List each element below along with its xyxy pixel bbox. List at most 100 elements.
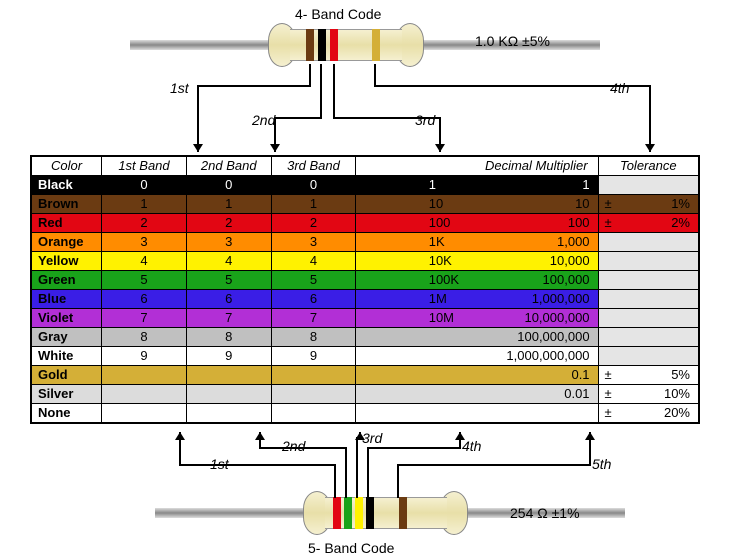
cell-tol: [598, 309, 699, 328]
cell-b1: 9: [102, 347, 187, 366]
lbl-top-1st: 1st: [170, 80, 189, 96]
cell-tol: [598, 176, 699, 195]
cell-colorname: Silver: [31, 385, 102, 404]
cell-b1: [102, 366, 187, 385]
cell-colorname: Blue: [31, 290, 102, 309]
table-row: Green555100K100,000: [31, 271, 699, 290]
table-row: Red222100100 ±2%: [31, 214, 699, 233]
cell-b3: 8: [271, 328, 356, 347]
resistor-band: [333, 497, 341, 529]
resistor-4band-value: 1.0 KΩ ±5%: [475, 33, 550, 49]
resistor-band: [318, 29, 326, 61]
hdr-tol: Tolerance: [598, 156, 699, 176]
hdr-mult: Decimal Multiplier: [356, 156, 598, 176]
cell-b3: 7: [271, 309, 356, 328]
color-code-table: Color 1st Band 2nd Band 3rd Band Decimal…: [30, 155, 700, 424]
cell-b2: 2: [186, 214, 271, 233]
resistor-band: [330, 29, 338, 61]
table-row: Blue6661M1,000,000: [31, 290, 699, 309]
cell-tol: ±2%: [598, 214, 699, 233]
cell-b2: 7: [186, 309, 271, 328]
cell-colorname: Violet: [31, 309, 102, 328]
table-row: Gold0.1 ±5%: [31, 366, 699, 385]
cell-mult: 100K100,000: [356, 271, 598, 290]
cell-b3: [271, 404, 356, 424]
cell-tol: ±1%: [598, 195, 699, 214]
cell-b2: [186, 366, 271, 385]
cell-b2: 0: [186, 176, 271, 195]
lbl-top-3rd: 3rd: [415, 112, 435, 128]
cell-colorname: None: [31, 404, 102, 424]
lbl-bot-5th: 5th: [592, 456, 611, 472]
cell-b3: 2: [271, 214, 356, 233]
cell-colorname: White: [31, 347, 102, 366]
cell-b3: 9: [271, 347, 356, 366]
lbl-top-4th: 4th: [610, 80, 629, 96]
cell-tol: [598, 328, 699, 347]
cell-mult: 100100: [356, 214, 598, 233]
cell-colorname: Yellow: [31, 252, 102, 271]
cell-b2: 6: [186, 290, 271, 309]
cell-colorname: Brown: [31, 195, 102, 214]
cell-b1: 6: [102, 290, 187, 309]
cell-colorname: Green: [31, 271, 102, 290]
resistor-band: [355, 497, 363, 529]
cell-b2: 8: [186, 328, 271, 347]
cell-b1: 7: [102, 309, 187, 328]
hdr-b3: 3rd Band: [271, 156, 356, 176]
cell-b3: 1: [271, 195, 356, 214]
lbl-bot-3rd: 3rd: [362, 430, 382, 446]
lbl-bot-2nd: 2nd: [282, 438, 305, 454]
cell-b2: [186, 404, 271, 424]
resistor-5band-value: 254 Ω ±1%: [510, 505, 580, 521]
cell-colorname: Orange: [31, 233, 102, 252]
cell-tol: ±10%: [598, 385, 699, 404]
cell-colorname: Gold: [31, 366, 102, 385]
cell-b3: 5: [271, 271, 356, 290]
bottom-title: 5- Band Code: [308, 540, 394, 556]
cell-b1: 3: [102, 233, 187, 252]
cell-b1: 5: [102, 271, 187, 290]
cell-tol: [598, 290, 699, 309]
resistor-band: [366, 497, 374, 529]
table-row: Silver0.01 ±10%: [31, 385, 699, 404]
cell-b1: 1: [102, 195, 187, 214]
cell-mult: 1010: [356, 195, 598, 214]
cell-mult: 100,000,000: [356, 328, 598, 347]
cell-mult: 10M10,000,000: [356, 309, 598, 328]
table-row: Orange3331K1,000: [31, 233, 699, 252]
cell-b1: 2: [102, 214, 187, 233]
cell-b3: 6: [271, 290, 356, 309]
cell-mult: 10K10,000: [356, 252, 598, 271]
cell-tol: ±20%: [598, 404, 699, 424]
table-row: Black00011: [31, 176, 699, 195]
cell-mult: 1M1,000,000: [356, 290, 598, 309]
cell-b2: 1: [186, 195, 271, 214]
cell-b2: 4: [186, 252, 271, 271]
cell-tol: [598, 252, 699, 271]
table-row: Violet77710M10,000,000: [31, 309, 699, 328]
table-row: Brown1111010 ±1%: [31, 195, 699, 214]
lbl-top-2nd: 2nd: [252, 112, 275, 128]
hdr-color: Color: [31, 156, 102, 176]
cell-mult: 0.1: [356, 366, 598, 385]
cell-mult: 1,000,000,000: [356, 347, 598, 366]
cell-b2: [186, 385, 271, 404]
table-row: None ±20%: [31, 404, 699, 424]
cell-mult: 1K1,000: [356, 233, 598, 252]
cell-b1: 0: [102, 176, 187, 195]
table-row: Yellow44410K10,000: [31, 252, 699, 271]
hdr-b1: 1st Band: [102, 156, 187, 176]
cell-mult: 11: [356, 176, 598, 195]
cell-b3: 4: [271, 252, 356, 271]
resistor-band: [306, 29, 314, 61]
cell-colorname: Black: [31, 176, 102, 195]
table-row: White9991,000,000,000: [31, 347, 699, 366]
table-row: Gray888100,000,000: [31, 328, 699, 347]
resistor-band: [372, 29, 380, 61]
cell-b1: [102, 404, 187, 424]
lbl-bot-1st: 1st: [210, 456, 229, 472]
cell-b1: 8: [102, 328, 187, 347]
cell-tol: [598, 233, 699, 252]
cell-b1: [102, 385, 187, 404]
